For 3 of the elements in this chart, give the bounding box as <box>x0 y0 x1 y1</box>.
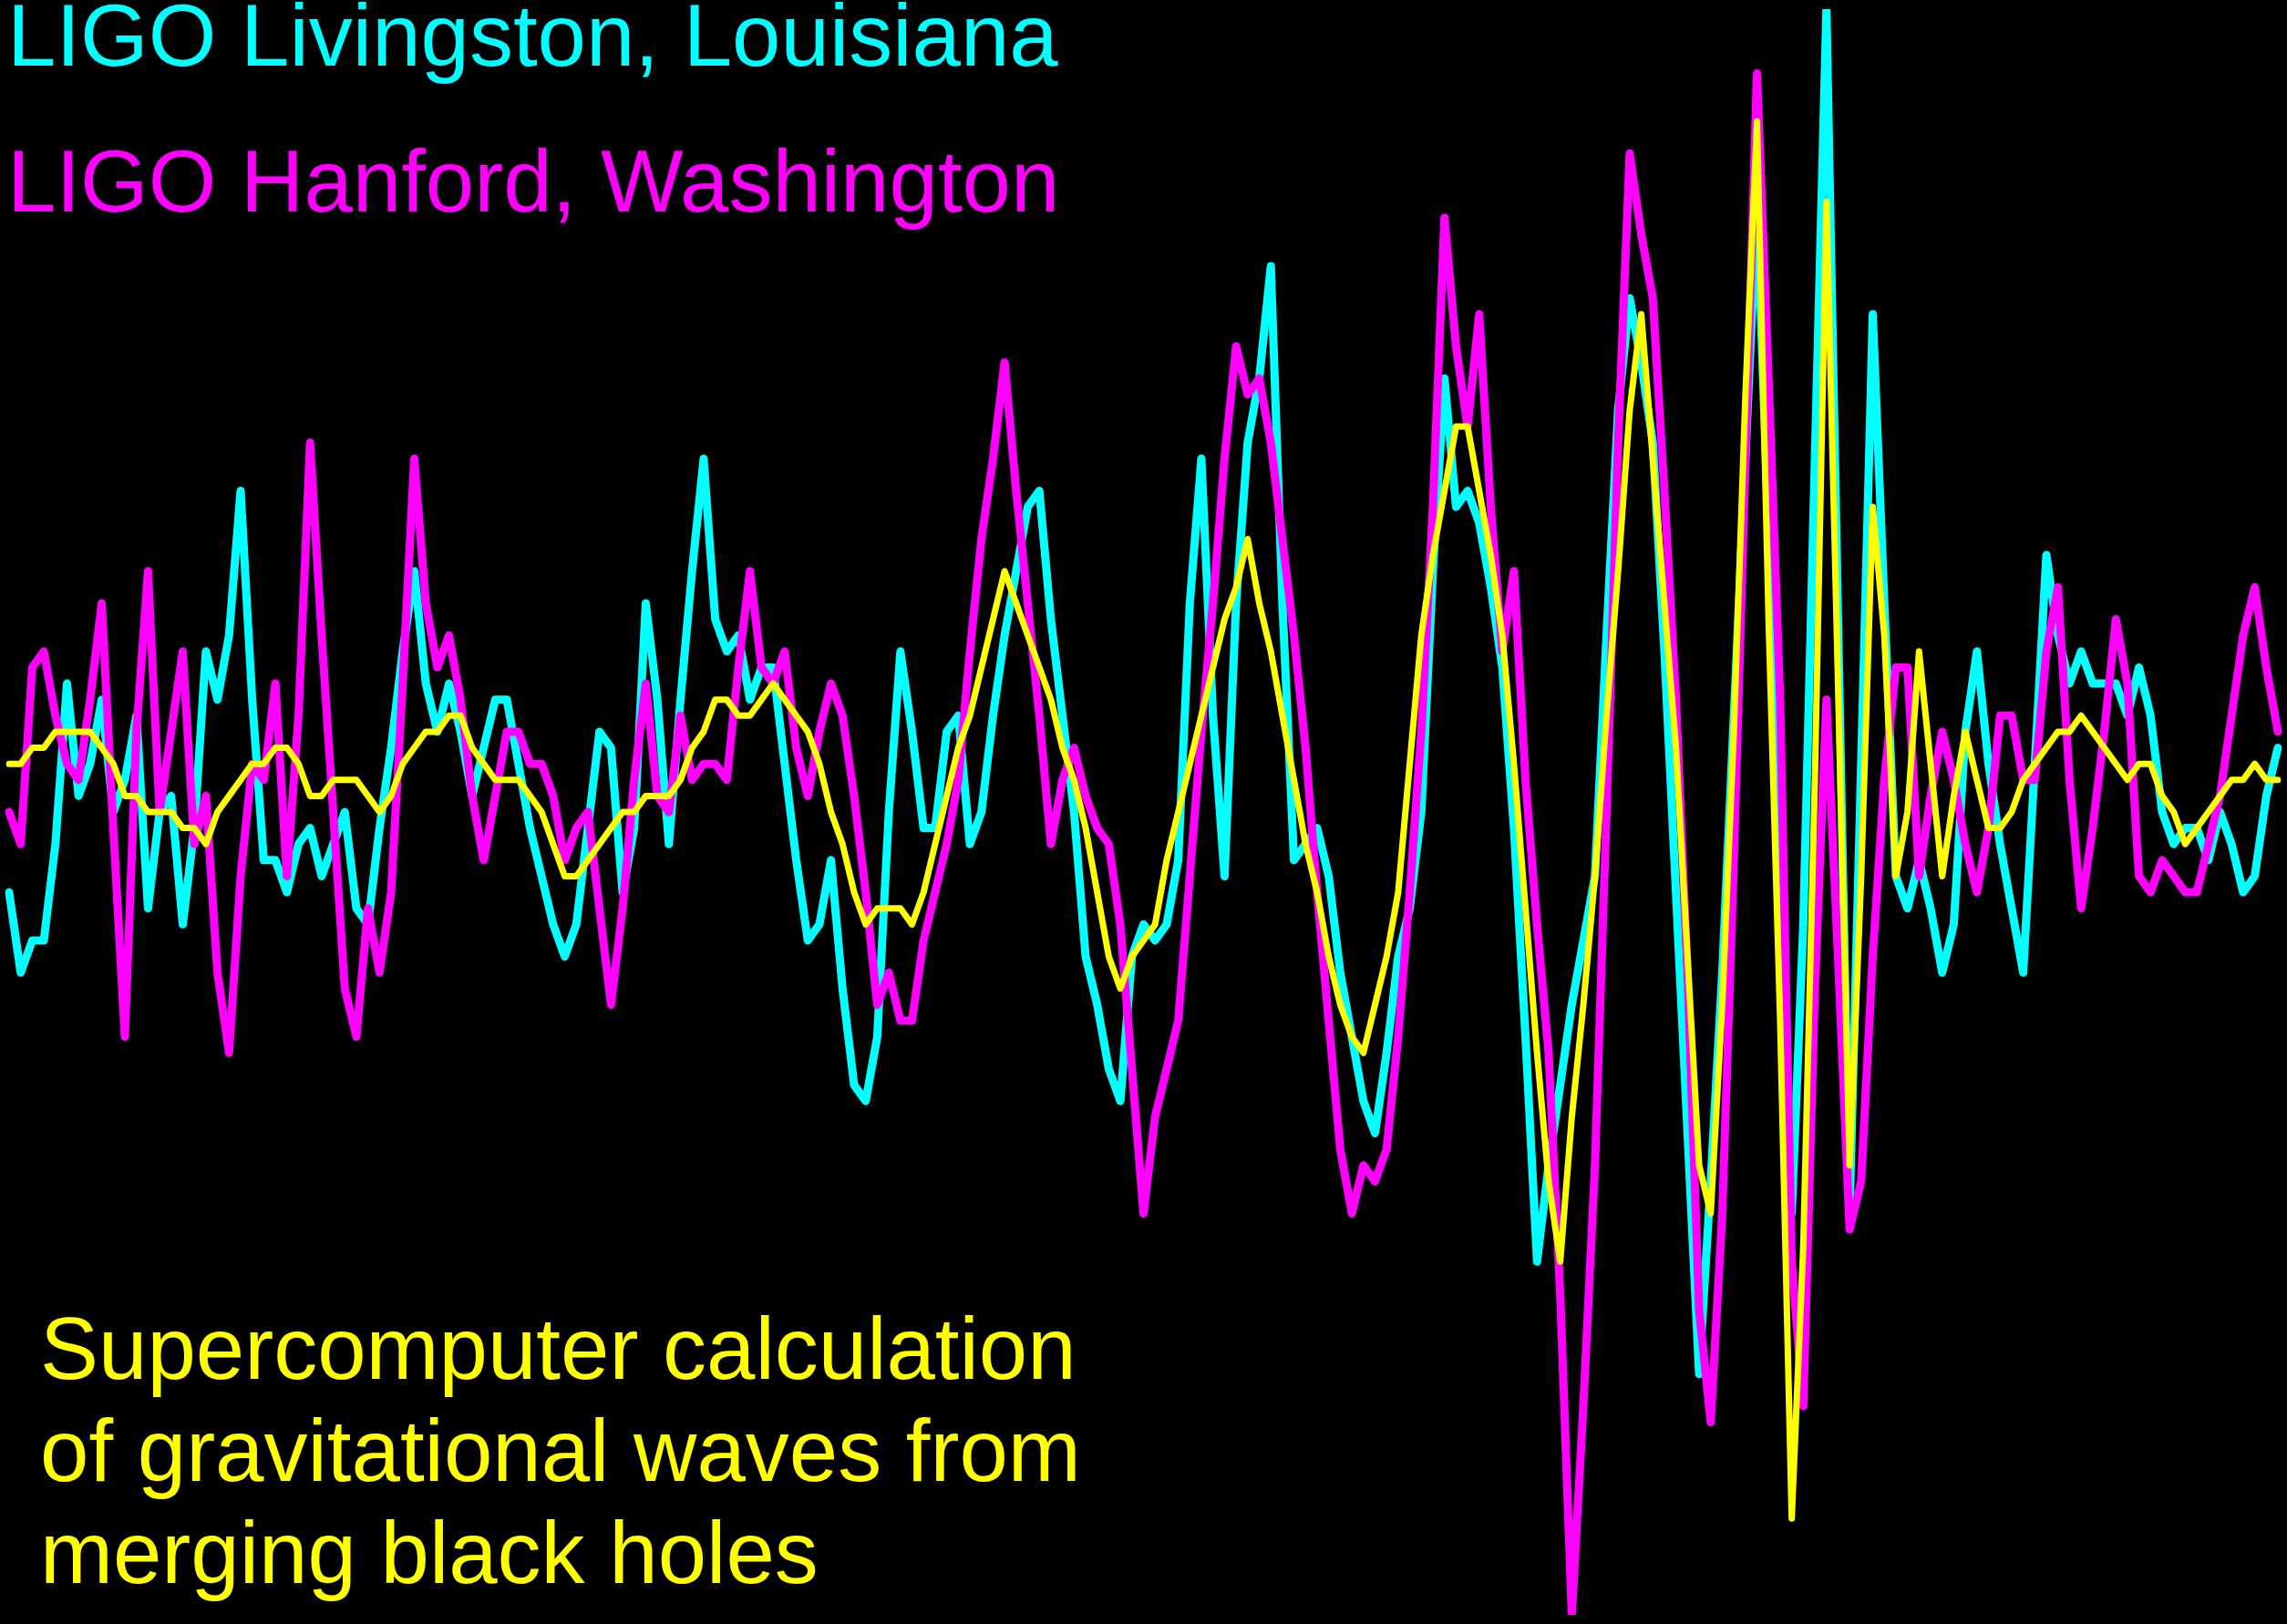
text: Supercomputer calculation of gravitational waves from merging black holes <box>40 1299 1082 1603</box>
text: LIGO Livingston, Louisiana <box>7 0 1059 86</box>
series-label: LIGO Hanford, Washington <box>7 131 1060 231</box>
